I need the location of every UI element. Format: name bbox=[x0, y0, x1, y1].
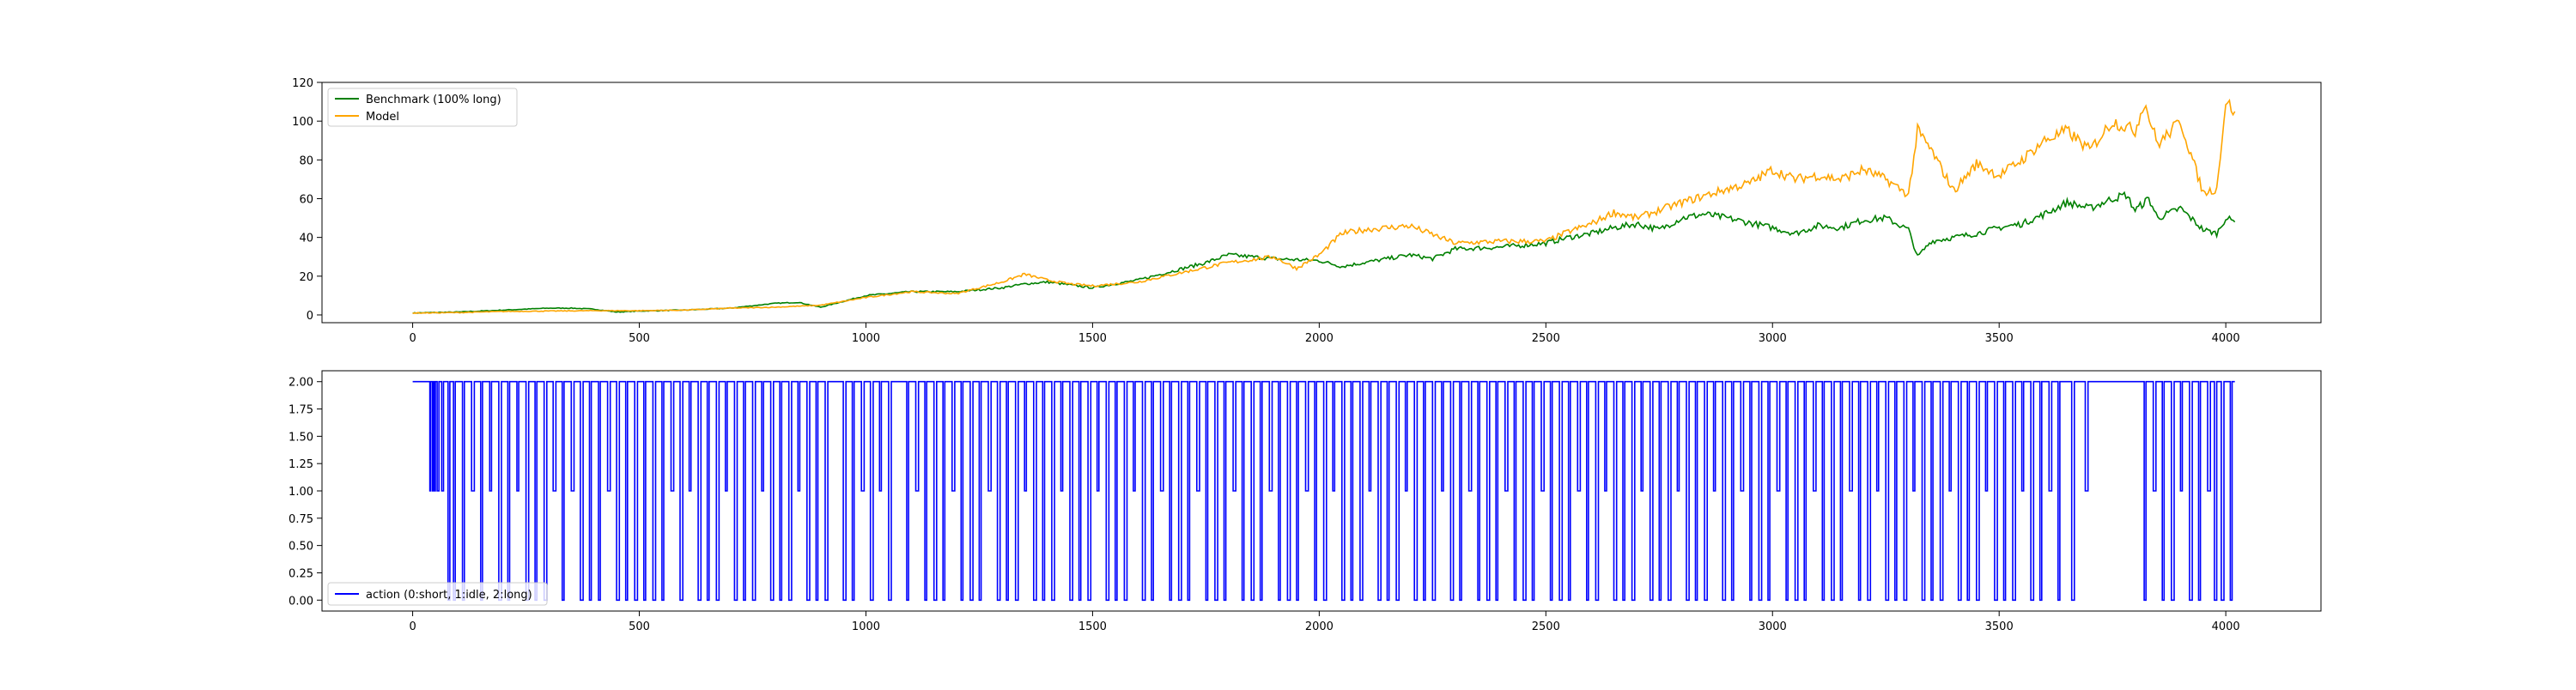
x-tick-label: 1000 bbox=[852, 620, 880, 633]
axes-top: 0 500 1000 1500 2000 2500 3000 3500 4000 0 20 40 60… bbox=[292, 77, 2322, 345]
y-tick-label: 2.00 bbox=[289, 377, 313, 390]
axes-top-x-ticks: 0 500 1000 1500 2000 2500 3000 3500 4000 bbox=[409, 323, 2240, 345]
axes-top-frame bbox=[321, 82, 2322, 324]
y-tick-label: 20 bbox=[299, 271, 313, 284]
axes-bottom-legend: action (0:short, 1:idle, 2:long) bbox=[327, 582, 548, 606]
x-tick-label: 500 bbox=[629, 620, 650, 633]
y-tick-label: 1.75 bbox=[289, 404, 313, 417]
x-tick-label: 0 bbox=[409, 620, 416, 633]
y-tick-label: 0.50 bbox=[289, 541, 313, 554]
legend-model-label: Model bbox=[366, 111, 399, 124]
y-tick-label: 1.25 bbox=[289, 458, 313, 471]
x-tick-label: 3500 bbox=[1985, 332, 2014, 345]
x-tick-label: 3000 bbox=[1759, 332, 1787, 345]
x-tick-label: 3000 bbox=[1759, 620, 1787, 633]
y-tick-label: 1.00 bbox=[289, 486, 313, 499]
x-tick-label: 4000 bbox=[2212, 620, 2240, 633]
x-tick-label: 2000 bbox=[1305, 620, 1334, 633]
axes-bottom: 0 500 1000 1500 2000 2500 3000 3500 4000 0.00 0.2… bbox=[289, 370, 2322, 633]
y-tick-label: 1.50 bbox=[289, 431, 313, 444]
x-tick-label: 3500 bbox=[1985, 620, 2014, 633]
y-tick-label: 60 bbox=[299, 193, 313, 206]
axes-bottom-plot-area bbox=[412, 380, 2235, 602]
y-tick-label: 0.75 bbox=[289, 513, 313, 526]
axes-top-legend: Benchmark (100% long) Model bbox=[327, 88, 518, 127]
x-tick-label: 1500 bbox=[1078, 620, 1107, 633]
series-line-action bbox=[412, 380, 2235, 602]
axes-bottom-y-ticks: 0.00 0.25 0.50 0.75 1.00 1.25 1.50 1.75 2.00 bbox=[289, 377, 322, 608]
y-tick-label: 0.25 bbox=[289, 567, 313, 580]
y-tick-label: 0.00 bbox=[289, 595, 313, 608]
x-tick-label: 1000 bbox=[852, 332, 880, 345]
axes-top-y-ticks: 0 20 40 60 80 100 120 bbox=[292, 77, 322, 323]
y-tick-label: 120 bbox=[292, 77, 313, 90]
y-tick-label: 100 bbox=[292, 116, 313, 129]
axes-bottom-x-ticks: 0 500 1000 1500 2000 2500 3000 3500 4000 bbox=[409, 611, 2240, 633]
x-tick-label: 2500 bbox=[1532, 332, 1560, 345]
x-tick-label: 2000 bbox=[1305, 332, 1334, 345]
x-tick-label: 0 bbox=[409, 332, 416, 345]
legend-box bbox=[327, 582, 548, 606]
series-line-benchmark bbox=[412, 191, 2236, 314]
legend-action-label: action (0:short, 1:idle, 2:long) bbox=[366, 589, 532, 602]
x-tick-label: 500 bbox=[629, 332, 650, 345]
x-tick-label: 2500 bbox=[1532, 620, 1560, 633]
y-tick-label: 80 bbox=[299, 154, 313, 167]
y-tick-label: 0 bbox=[307, 310, 313, 323]
legend-box bbox=[327, 88, 518, 127]
axes-top-plot-area bbox=[412, 98, 2236, 314]
x-tick-label: 4000 bbox=[2212, 332, 2240, 345]
legend-benchmark-label: Benchmark (100% long) bbox=[366, 94, 501, 106]
series-line-model bbox=[412, 98, 2236, 314]
y-tick-label: 40 bbox=[299, 233, 313, 245]
x-tick-label: 1500 bbox=[1078, 332, 1107, 345]
